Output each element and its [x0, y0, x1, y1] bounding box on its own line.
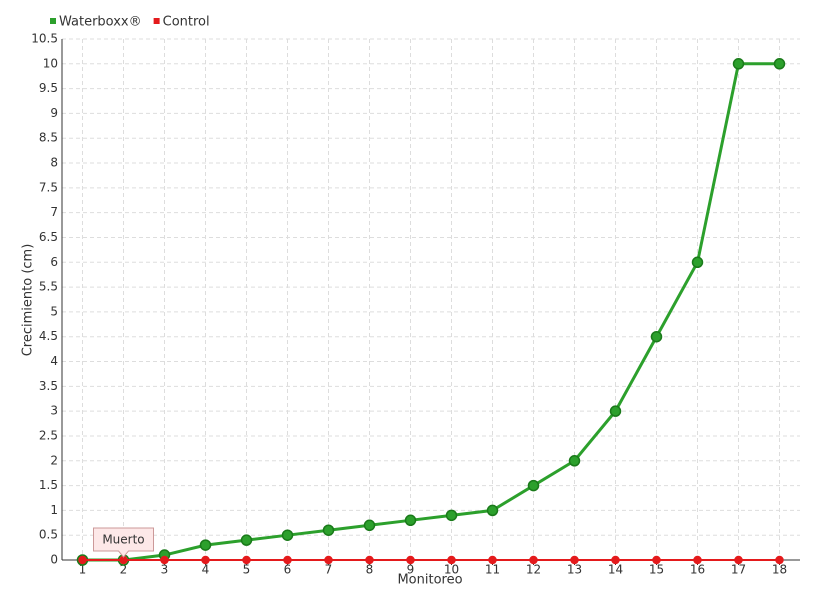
- legend-swatch: [153, 18, 160, 24]
- y-tick-label: 3.5: [39, 379, 58, 393]
- data-point: [365, 555, 374, 565]
- x-tick-label: 4: [202, 563, 210, 577]
- legend-swatch: [50, 18, 56, 24]
- y-tick-label: 6: [50, 255, 58, 269]
- y-tick-label: 6.5: [39, 230, 58, 244]
- data-point: [283, 555, 292, 565]
- data-point: [732, 58, 745, 70]
- y-tick-label: 4: [50, 354, 58, 368]
- x-tick-label: 12: [526, 563, 541, 577]
- legend-label: Waterboxx®: [59, 15, 142, 30]
- data-point: [691, 256, 704, 269]
- x-tick-label: 5: [243, 563, 251, 577]
- y-tick-label: 3: [50, 404, 58, 418]
- data-point: [445, 509, 458, 522]
- data-point: [406, 555, 415, 565]
- data-point: [322, 524, 335, 536]
- data-point: [199, 539, 212, 551]
- data-point: [570, 555, 579, 565]
- y-tick-label: 0: [50, 553, 58, 567]
- y-tick-label: 2: [50, 453, 58, 467]
- data-point: [568, 455, 581, 467]
- y-tick-label: 7: [50, 205, 58, 219]
- legend-label: Control: [163, 15, 210, 30]
- data-point: [650, 330, 663, 343]
- y-tick-label: 9: [50, 106, 58, 120]
- data-point: [609, 405, 622, 417]
- data-point: [734, 555, 743, 565]
- data-point: [201, 555, 210, 565]
- x-tick-label: 2: [120, 563, 128, 577]
- y-tick-label: 0.5: [39, 528, 58, 542]
- y-tick-label: 10.5: [31, 32, 58, 46]
- annotation-box: [93, 527, 154, 558]
- annotation: Muerto: [102, 533, 144, 547]
- y-tick-label: 4.5: [39, 329, 58, 343]
- x-tick-label: 18: [772, 563, 787, 577]
- x-tick-label: 7: [325, 563, 333, 577]
- data-point: [775, 555, 784, 565]
- data-point: [78, 555, 87, 565]
- x-tick-label: 9: [407, 563, 415, 577]
- data-point: [363, 519, 376, 532]
- y-tick-label: 1: [50, 503, 58, 517]
- data-point: [486, 504, 499, 517]
- y-tick-label: 8: [50, 156, 58, 170]
- data-point: [529, 555, 538, 565]
- x-tick-label: 1: [79, 563, 87, 577]
- y-tick-label: 5: [50, 304, 58, 318]
- x-tick-label: 10: [444, 563, 459, 577]
- data-point: [773, 58, 786, 70]
- x-tick-label: 14: [608, 563, 623, 577]
- data-point: [447, 555, 456, 565]
- y-tick-label: 1.5: [39, 478, 58, 492]
- y-tick-label: 9.5: [39, 81, 58, 95]
- data-point: [240, 534, 253, 546]
- data-point: [324, 555, 333, 565]
- data-point: [160, 555, 169, 565]
- data-point: [404, 514, 417, 527]
- x-tick-label: 15: [649, 563, 664, 577]
- data-point: [611, 555, 620, 565]
- data-point: [488, 555, 497, 565]
- x-tick-label: 17: [731, 563, 746, 577]
- y-tick-label: 8.5: [39, 131, 58, 145]
- x-tick-label: 8: [366, 563, 374, 577]
- series-line: [82, 62, 780, 562]
- y-tick-label: 5.5: [39, 280, 58, 294]
- y-tick-label: 7.5: [39, 180, 58, 194]
- data-point: [652, 555, 661, 565]
- data-point: [693, 555, 702, 565]
- x-tick-label: 3: [161, 563, 169, 577]
- x-tick-label: 13: [567, 563, 582, 577]
- x-tick-label: 11: [485, 563, 500, 577]
- data-point: [281, 529, 294, 541]
- x-tick-label: 16: [690, 563, 705, 577]
- x-tick-label: 6: [284, 563, 292, 577]
- data-point: [527, 479, 540, 492]
- y-tick-label: 10: [43, 56, 58, 70]
- y-tick-label: 2.5: [39, 428, 58, 442]
- x-axis-label: Monitoreo: [397, 573, 462, 588]
- data-point: [242, 555, 251, 565]
- y-axis-label: Crecimiento (cm): [21, 244, 36, 357]
